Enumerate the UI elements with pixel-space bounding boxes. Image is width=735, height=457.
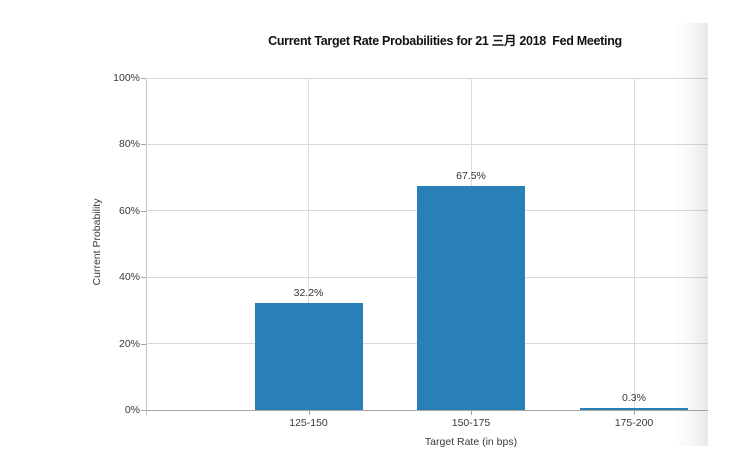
x-axis-title: Target Rate (in bps) [424, 436, 518, 448]
y-tick-label: 40% [118, 271, 140, 284]
category-gridline [633, 78, 635, 410]
x-tick-mark [308, 410, 310, 415]
x-tick-mark [471, 410, 472, 415]
x-category-label: 125-150 [289, 417, 328, 429]
bar-value-label: 0.3% [622, 392, 646, 404]
bar-175-200 [580, 408, 688, 410]
y-tick-mark [141, 343, 146, 345]
category-gridline [308, 78, 309, 410]
bar-150-175 [417, 185, 525, 410]
plot-area [146, 77, 708, 411]
y-tick-label: 60% [118, 204, 140, 217]
gridline-0% [146, 410, 708, 411]
bar-125-150 [254, 303, 363, 410]
y-tick-label: 20% [118, 337, 140, 350]
gridline-100% [146, 77, 708, 79]
y-tick-label: 100% [113, 72, 140, 84]
y-tick-mark [141, 277, 146, 279]
x-category-label: 175-200 [614, 417, 654, 429]
chart-title: Current Target Rate Probabilities for 21… [268, 34, 622, 48]
gridline-80% [146, 143, 708, 145]
y-axis-title: Current Probability [91, 198, 103, 286]
y-tick-mark [141, 210, 146, 212]
y-axis-line [146, 78, 147, 415]
y-tick-mark [141, 78, 146, 79]
x-tick-mark [634, 410, 635, 415]
y-tick-mark [141, 144, 146, 146]
bar-value-label: 67.5% [456, 169, 486, 182]
y-tick-mark [141, 410, 146, 411]
x-category-label: 150-175 [451, 417, 491, 429]
y-tick-label: 80% [118, 138, 140, 151]
bar-value-label: 32.2% [293, 287, 324, 300]
y-tick-label: 0% [124, 404, 140, 416]
